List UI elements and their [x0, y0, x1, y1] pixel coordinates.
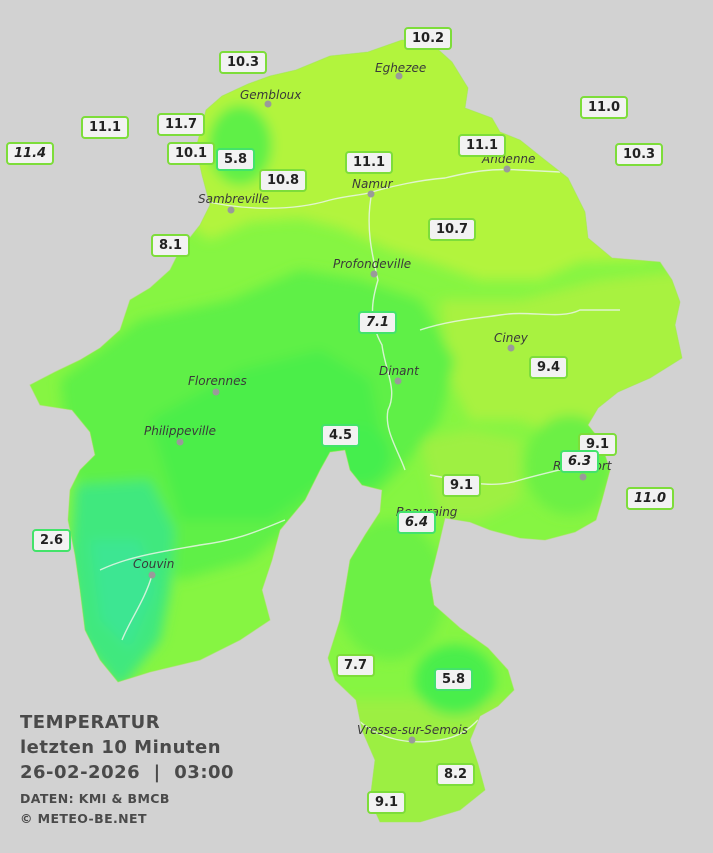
city-gembloux: Gembloux	[240, 88, 302, 102]
station-value: 11.7	[157, 113, 206, 136]
city-dot-namur	[367, 190, 375, 198]
station-value: 5.8	[434, 668, 474, 691]
city-florennes: Florennes	[188, 374, 247, 388]
station-value: 8.1	[151, 234, 191, 257]
station-value: 9.1	[442, 474, 482, 497]
station-value: 10.1	[167, 142, 216, 165]
station-value: 11.1	[345, 151, 394, 174]
map-title: TEMPERATUR	[20, 712, 161, 733]
data-source: DATEN: KMI & BMCB	[20, 791, 170, 806]
map-datetime: 26-02-2026 | 03:00	[20, 762, 235, 783]
station-value: 6.3	[560, 450, 600, 473]
city-dot-andenne	[503, 165, 511, 173]
city-dot-rochefort	[579, 473, 587, 481]
station-value: 11.1	[81, 116, 130, 139]
city-dot-florennes	[212, 388, 220, 396]
station-value: 10.8	[259, 169, 308, 192]
city-sambreville: Sambreville	[198, 192, 269, 206]
copyright: © METEO-BE.NET	[20, 811, 147, 826]
station-value: 10.3	[219, 51, 268, 74]
city-couvin: Couvin	[133, 557, 174, 571]
station-value: 11.0	[580, 96, 629, 119]
city-namur: Namur	[352, 177, 394, 191]
city-dot-eghezee	[395, 72, 403, 80]
station-value: 10.7	[428, 218, 477, 241]
station-value: 11.1	[458, 134, 507, 157]
station-value: 10.2	[404, 27, 453, 50]
city-dinant: Dinant	[379, 364, 420, 378]
city-vresse: Vresse-sur-Semois	[357, 723, 468, 737]
station-value: 4.5	[321, 424, 361, 447]
city-dot-ciney	[507, 344, 515, 352]
city-dot-sambreville	[227, 206, 235, 214]
city-eghezee: Eghezee	[375, 61, 426, 75]
city-dot-philippeville	[176, 438, 184, 446]
station-value: 5.8	[216, 148, 256, 171]
station-value: 10.3	[615, 143, 664, 166]
station-value: 7.1	[358, 311, 398, 334]
station-value: 2.6	[32, 529, 72, 552]
city-profondeville: Profondeville	[333, 257, 411, 271]
station-value: 11.4	[6, 142, 55, 165]
city-ciney: Ciney	[494, 331, 529, 345]
station-value: 9.4	[529, 356, 569, 379]
city-philippeville: Philippeville	[144, 424, 216, 438]
map-period: letzten 10 Minuten	[20, 737, 222, 758]
city-dot-gembloux	[264, 100, 272, 108]
city-layer: Eghezee Gembloux Andenne Namur Sambrevil…	[133, 61, 613, 744]
city-dot-profondeville	[370, 270, 378, 278]
station-value: 9.1	[367, 791, 407, 814]
city-dot-vresse	[408, 736, 416, 744]
station-value: 11.0	[626, 487, 675, 510]
station-value: 7.7	[336, 654, 376, 677]
station-value: 8.2	[436, 763, 476, 786]
city-dot-dinant	[394, 377, 402, 385]
city-dot-couvin	[148, 571, 156, 579]
station-value: 6.4	[397, 511, 437, 534]
